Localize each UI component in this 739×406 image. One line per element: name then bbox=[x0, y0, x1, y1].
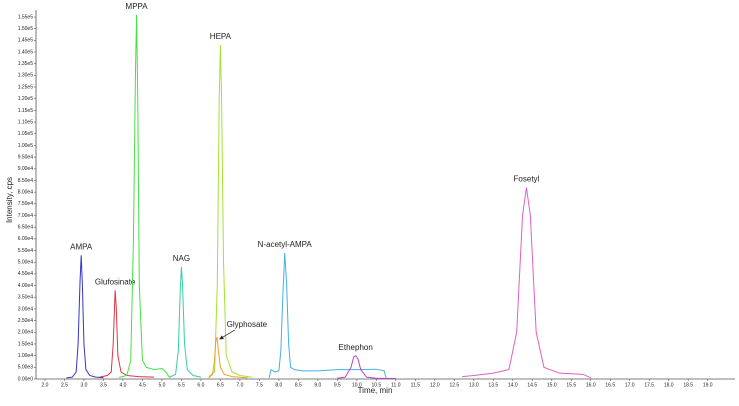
peak-label: N-acetyl-AMPA bbox=[258, 240, 313, 249]
y-tick-label: 6.50e4 bbox=[18, 225, 34, 231]
y-tick-label: 1.15e5 bbox=[18, 108, 34, 114]
trace bbox=[208, 336, 248, 379]
y-tick-label: 1.05e5 bbox=[18, 131, 34, 137]
arrow bbox=[219, 329, 236, 340]
peak-label: Ethephon bbox=[339, 343, 373, 352]
y-tick-label: 1.30e5 bbox=[18, 73, 34, 79]
peak-label: Glufosinate bbox=[95, 277, 136, 286]
x-tick-label: 19.0 bbox=[703, 382, 713, 388]
y-tick-label: 1.35e5 bbox=[18, 61, 34, 67]
trace bbox=[99, 290, 155, 378]
trace bbox=[208, 45, 252, 378]
peak-label: NAG bbox=[173, 254, 190, 263]
x-tick-label: 2.0 bbox=[41, 382, 48, 388]
x-tick-label: 11.0 bbox=[391, 382, 401, 388]
trace bbox=[118, 14, 171, 379]
trace bbox=[169, 266, 202, 378]
x-tick-label: 13.5 bbox=[488, 382, 498, 388]
x-tick-label: 4.5 bbox=[139, 382, 146, 388]
x-tick-label: 4.0 bbox=[119, 382, 126, 388]
x-tick-label: 11.5 bbox=[411, 382, 421, 388]
y-tick-label: 7.50e4 bbox=[18, 201, 34, 207]
y-tick-label: 3.00e4 bbox=[18, 306, 34, 312]
x-tick-label: 14.0 bbox=[508, 382, 518, 388]
y-tick-label: 1.45e5 bbox=[18, 38, 34, 44]
y-tick-label: 8.50e4 bbox=[18, 178, 34, 184]
y-tick-label: 3.50e4 bbox=[18, 295, 34, 301]
y-tick-label: 7.00e4 bbox=[18, 213, 34, 219]
x-tick-label: 9.5 bbox=[334, 382, 341, 388]
x-tick-label: 17.5 bbox=[644, 382, 654, 388]
x-tick-label: 2.5 bbox=[61, 382, 68, 388]
x-tick-label: 16.5 bbox=[605, 382, 615, 388]
y-tick-label: 1.55e5 bbox=[18, 14, 34, 20]
trace bbox=[66, 255, 104, 379]
y-tick-label: 2.50e4 bbox=[18, 318, 34, 324]
peak-label: AMPA bbox=[70, 242, 93, 251]
x-tick-label: 16.0 bbox=[586, 382, 596, 388]
x-tick-label: 14.5 bbox=[527, 382, 537, 388]
x-tick-label: 3.5 bbox=[100, 382, 107, 388]
peak-label: MPPA bbox=[126, 2, 149, 11]
y-tick-label: 4.50e4 bbox=[18, 271, 34, 277]
x-tick-label: 18.5 bbox=[683, 382, 693, 388]
y-tick-label: 1.20e5 bbox=[18, 96, 34, 102]
x-tick-label: 3.0 bbox=[80, 382, 87, 388]
x-tick-label: 6.5 bbox=[217, 382, 224, 388]
y-tick-label: 0.00e0 bbox=[18, 376, 34, 382]
y-tick-label: 5.50e4 bbox=[18, 248, 34, 254]
y-tick-label: 1.50e5 bbox=[18, 26, 34, 32]
x-tick-label: 17.0 bbox=[625, 382, 635, 388]
y-tick-label: 2.00e4 bbox=[18, 330, 34, 336]
y-tick-label: 8.00e4 bbox=[18, 189, 34, 195]
y-tick-label: 1.40e5 bbox=[18, 49, 34, 55]
x-tick-label: 7.5 bbox=[256, 382, 263, 388]
x-tick-label: 13.0 bbox=[469, 382, 479, 388]
peak-label: Glyphosate bbox=[227, 320, 268, 329]
y-tick-label: 9.50e4 bbox=[18, 154, 34, 160]
y-tick-label: 1.00e4 bbox=[18, 353, 34, 359]
x-tick-label: 8.5 bbox=[295, 382, 302, 388]
x-tick-label: 15.5 bbox=[566, 382, 576, 388]
x-tick-label: 10.5 bbox=[371, 382, 381, 388]
x-tick-label: 18.0 bbox=[664, 382, 674, 388]
x-tick-label: 12.0 bbox=[430, 382, 440, 388]
x-tick-label: 15.0 bbox=[547, 382, 557, 388]
y-tick-label: 1.00e5 bbox=[18, 143, 34, 149]
y-tick-label: 4.00e4 bbox=[18, 283, 34, 289]
y-tick-label: 5.00e4 bbox=[18, 260, 34, 266]
x-tick-label: 5.5 bbox=[178, 382, 185, 388]
x-tick-label: 5.0 bbox=[158, 382, 165, 388]
x-tick-label: 12.5 bbox=[449, 382, 459, 388]
peak-label: Fosetyl bbox=[514, 175, 540, 184]
y-tick-label: 1.10e5 bbox=[18, 119, 34, 125]
trace bbox=[268, 252, 387, 378]
trace bbox=[462, 187, 591, 379]
x-tick-label: 7.0 bbox=[236, 382, 243, 388]
x-tick-label: 8.0 bbox=[275, 382, 282, 388]
x-tick-label: 6.0 bbox=[197, 382, 204, 388]
y-tick-label: 6.00e4 bbox=[18, 236, 34, 242]
y-axis-title: Intensity, cps bbox=[5, 177, 14, 223]
trace bbox=[337, 354, 396, 380]
x-axis-title: Time, min bbox=[358, 386, 393, 395]
x-tick-label: 10.0 bbox=[352, 382, 362, 388]
y-tick-label: 9.00e4 bbox=[18, 166, 34, 172]
y-tick-label: 1.25e5 bbox=[18, 84, 34, 90]
y-tick-label: 5.00e3 bbox=[18, 365, 34, 371]
peak-label: HEPA bbox=[210, 32, 232, 41]
x-tick-label: 9.0 bbox=[314, 382, 321, 388]
y-tick-label: 1.50e4 bbox=[18, 341, 34, 347]
